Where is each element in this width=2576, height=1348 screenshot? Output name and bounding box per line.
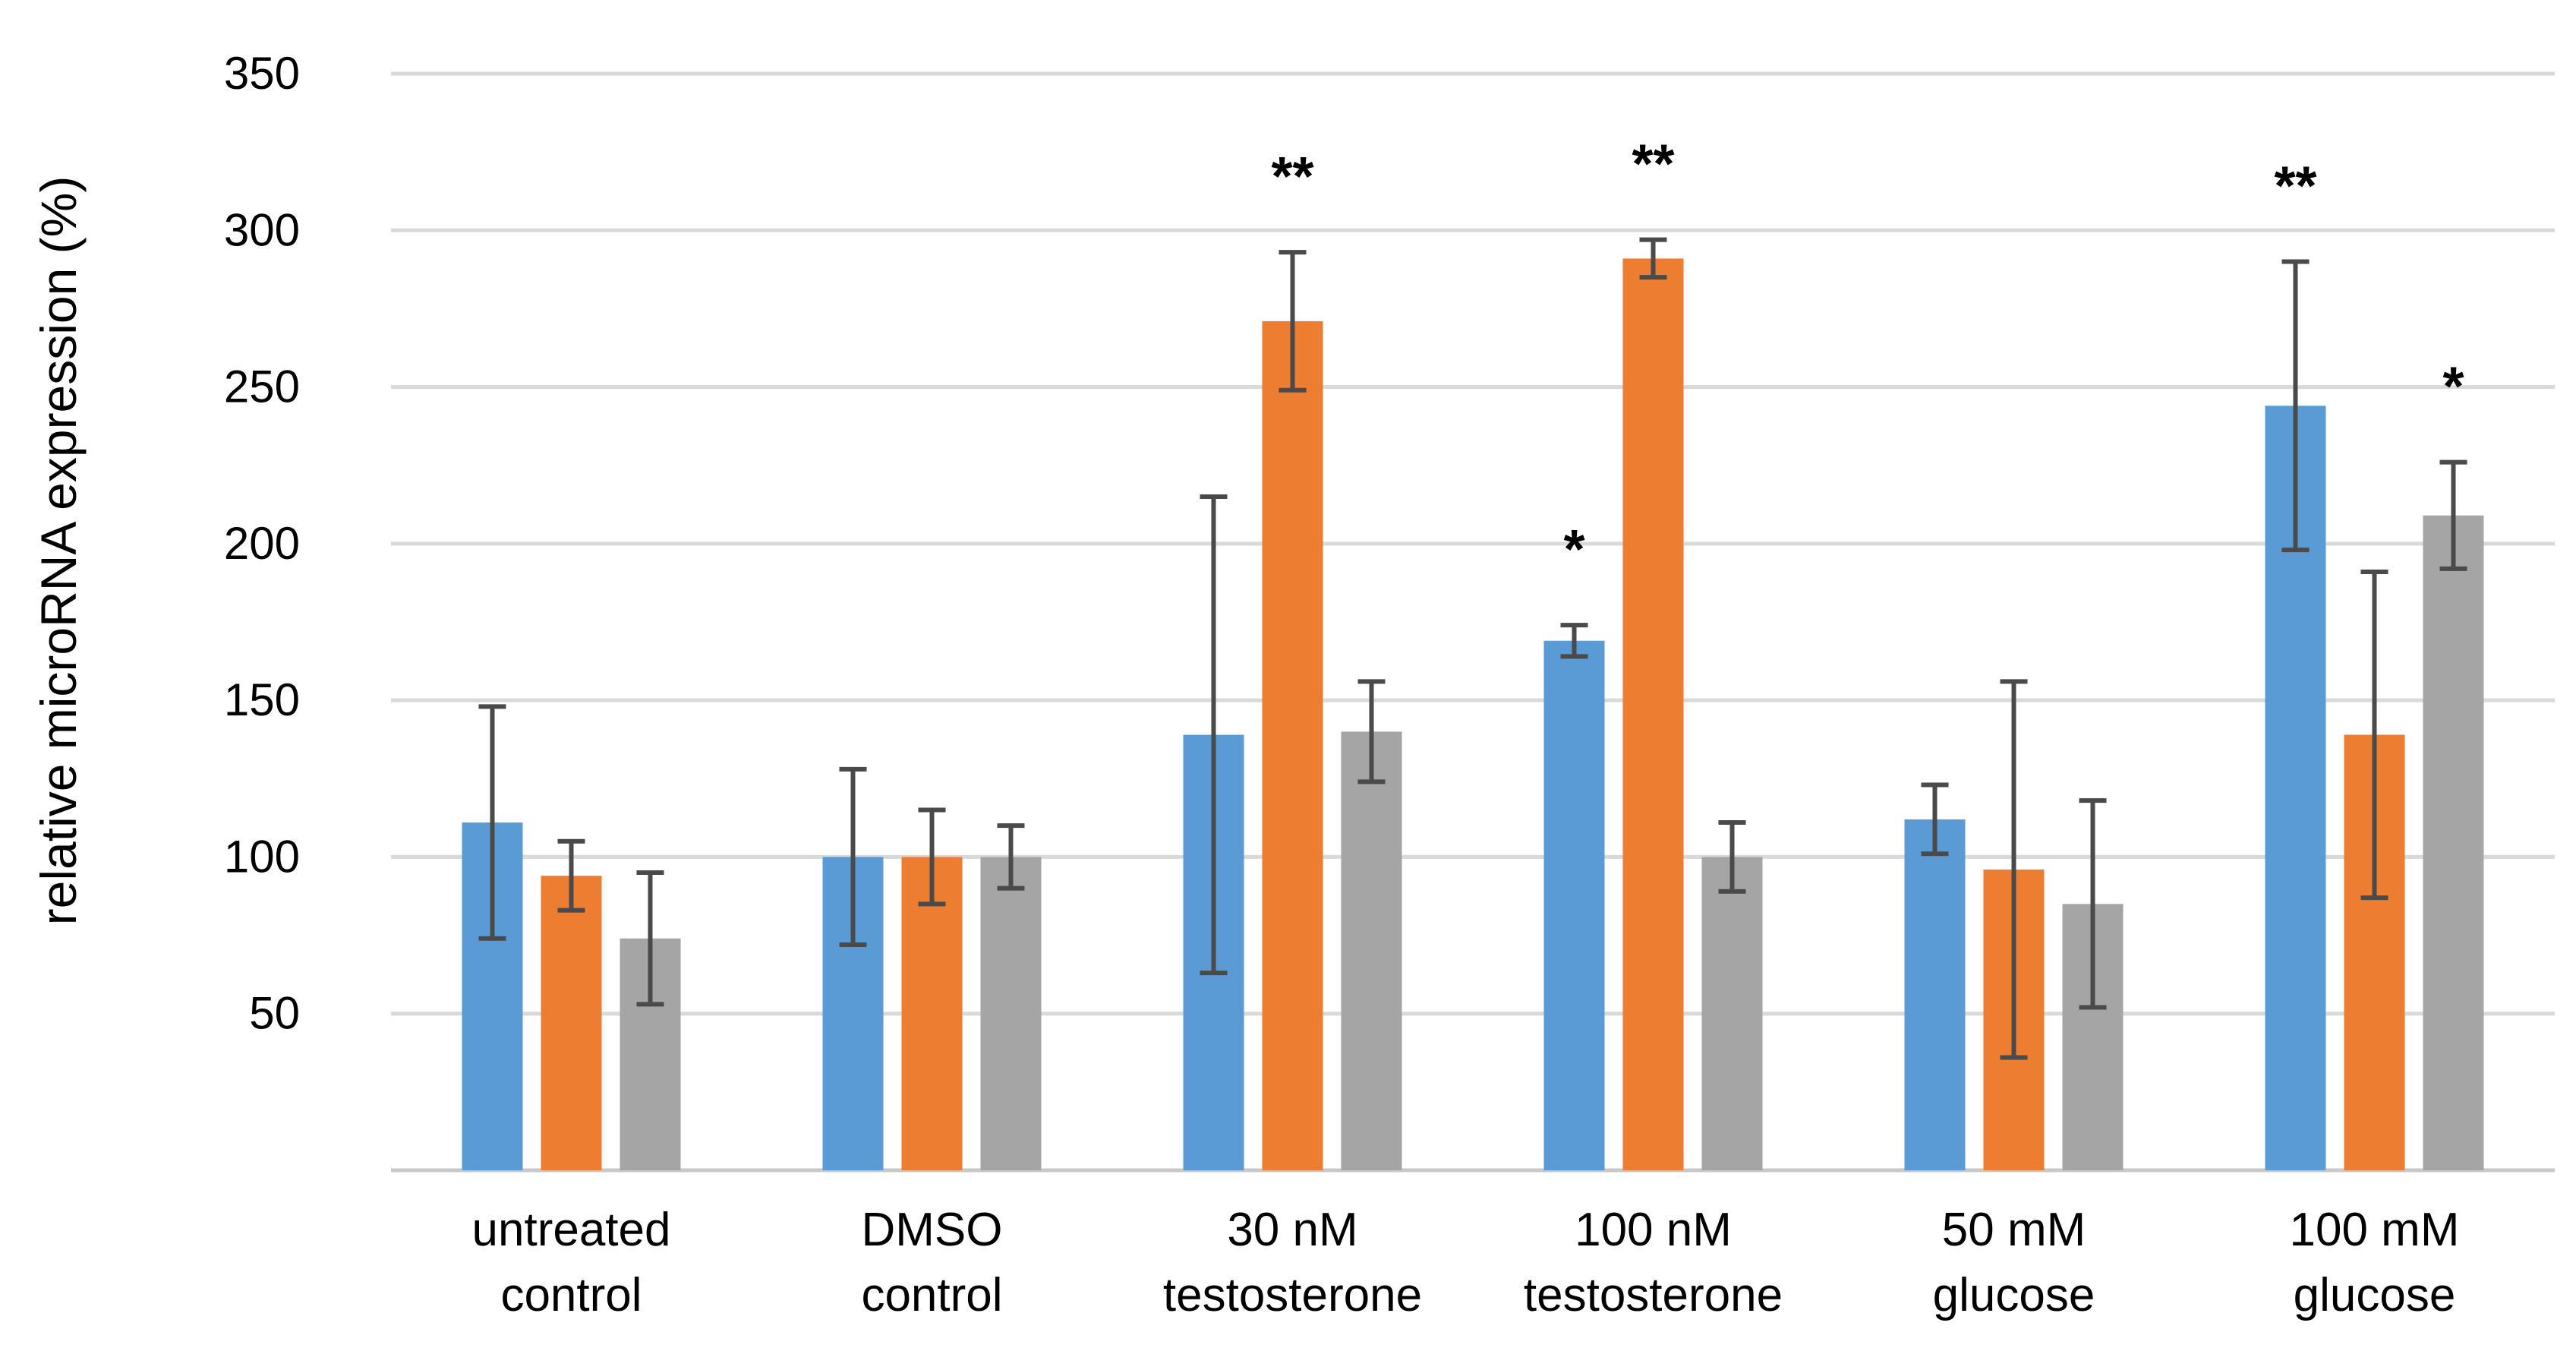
bar-6-series-3 [2423,515,2484,1170]
category-label-3-line-2: testosterone [1163,1269,1422,1321]
category-label-2: DMSO control [861,1204,1002,1321]
category-label-2-line-1: DMSO [862,1204,1003,1256]
y-axis-ticks: 50 100 150 200 250 300 350 [224,48,300,1039]
category-label-2-line-2: control [861,1269,1002,1321]
category-label-6-line-1: 100 mM [2290,1204,2460,1256]
category-label-5: 50 mM glucose [1933,1204,2095,1321]
significance-markers: ***** *** [1271,134,2464,580]
y-tick-50: 50 [249,988,300,1039]
category-label-3-line-1: 30 nM [1227,1204,1357,1256]
category-label-1: untreated control [472,1204,671,1321]
x-axis-categories: untreated control DMSO control 30 nM testoste… [472,1204,2460,1321]
bars [462,258,2484,1171]
y-tick-200: 200 [224,518,300,569]
significance-4-series-2: ** [1632,134,1674,195]
bar-2-series-2 [901,857,963,1170]
bar-4-series-3 [1701,857,1763,1170]
bar-3-series-3 [1341,731,1402,1170]
bar-4-series-2 [1622,258,1684,1171]
bar-3-series-2 [1262,320,1323,1171]
category-label-5-line-2: glucose [1933,1269,2095,1321]
category-label-4: 100 nM testosterone [1524,1204,1783,1321]
category-label-1-line-1: untreated [472,1204,671,1256]
bar-1-series-2 [541,876,602,1170]
bar-4-series-1 [1543,640,1605,1170]
error-bars [478,237,2467,1060]
gridlines [391,71,2555,1173]
significance-3-series-2: ** [1271,147,1313,207]
category-label-5-line-1: 50 mM [1942,1204,2086,1256]
significance-6-series-1: ** [2274,156,2316,217]
category-label-6-line-2: glucose [2294,1269,2456,1321]
bar-5-series-1 [1904,819,1966,1170]
category-label-4-line-2: testosterone [1524,1269,1783,1321]
significance-6-series-3: * [2442,357,2464,418]
y-tick-250: 250 [224,361,300,412]
y-tick-350: 350 [224,48,300,99]
y-axis-label: relative microRNA expression (%) [30,176,87,926]
category-label-4-line-1: 100 nM [1575,1204,1732,1256]
y-tick-150: 150 [224,674,300,725]
y-tick-300: 300 [224,204,300,255]
bar-2-series-3 [980,857,1042,1170]
significance-4-series-1: * [1563,519,1584,580]
category-label-6: 100 mM glucose [2290,1204,2460,1321]
category-label-3: 30 nM testosterone [1163,1204,1422,1321]
y-tick-100: 100 [224,831,300,882]
category-label-1-line-2: control [500,1269,642,1321]
